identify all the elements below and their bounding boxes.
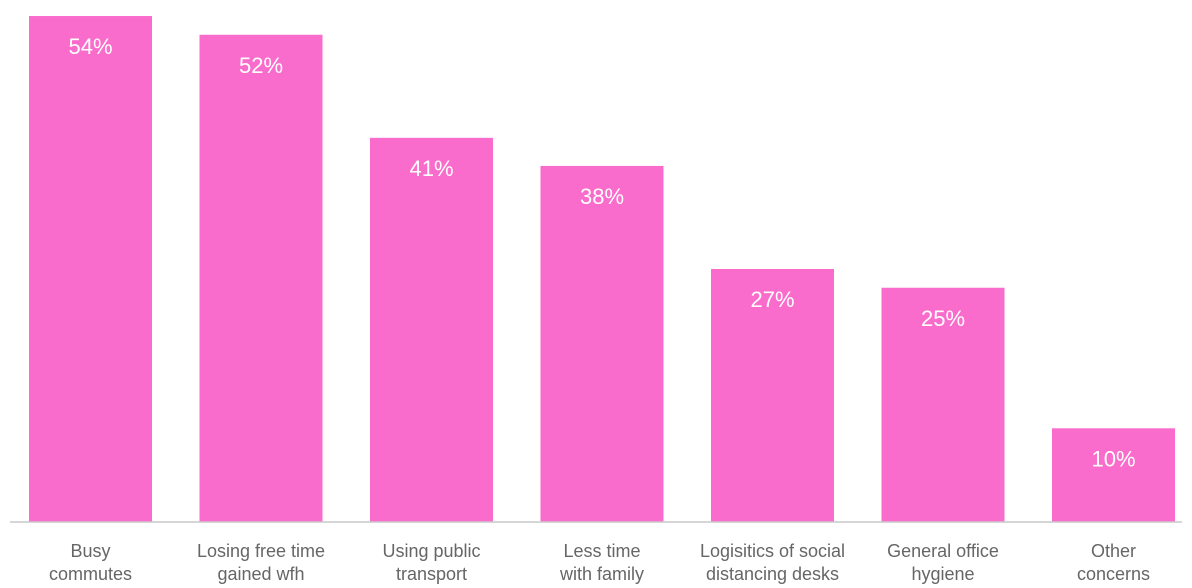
bar-1 [199,34,323,522]
bar-0 [29,16,152,523]
bar-value-label-5: 25% [921,306,965,331]
category-label-2: Using public transport [382,541,480,584]
bar-2 [370,137,493,522]
bar-5 [881,287,1005,522]
bar-value-label-2: 41% [409,156,453,181]
category-label-line: General office [887,541,999,561]
bar-value-label-1: 52% [239,53,283,78]
bar-value-label-6: 10% [1091,446,1135,471]
category-label-line: gained wfh [217,564,304,584]
category-label-line: concerns [1077,564,1150,584]
category-label-line: Using public [382,541,480,561]
bar-value-label-4: 27% [750,287,794,312]
bar-6 [1052,428,1175,522]
category-label-4: Logisitics of social distancing desks [700,541,845,584]
category-label-3: Less time with family [559,541,644,584]
bar-value-label-3: 38% [580,184,624,209]
category-label-0: Busy commutes [49,541,132,584]
category-label-line: hygiene [911,564,974,584]
category-labels-layer: Busy commutes Losing free time gained wfh Us… [49,541,1150,584]
category-label-5: General office hygiene [887,541,999,584]
category-label-line: Losing free time [197,541,325,561]
category-label-1: Losing free time gained wfh [197,541,325,584]
category-label-line: commutes [49,564,132,584]
bar-value-label-0: 54% [68,34,112,59]
category-label-line: Less time [563,541,640,561]
bars-layer: 54% 52% 41% 38% 27% 25% 10% [29,16,1175,523]
category-label-line: Logisitics of social [700,541,845,561]
category-label-6: Other concerns [1077,541,1150,584]
bar-3 [540,165,664,522]
category-label-line: Busy [70,541,110,561]
category-label-line: Other [1091,541,1136,561]
category-label-line: transport [396,564,467,584]
category-label-line: with family [559,564,644,584]
bar-4 [711,269,834,522]
category-label-line: distancing desks [706,564,839,584]
